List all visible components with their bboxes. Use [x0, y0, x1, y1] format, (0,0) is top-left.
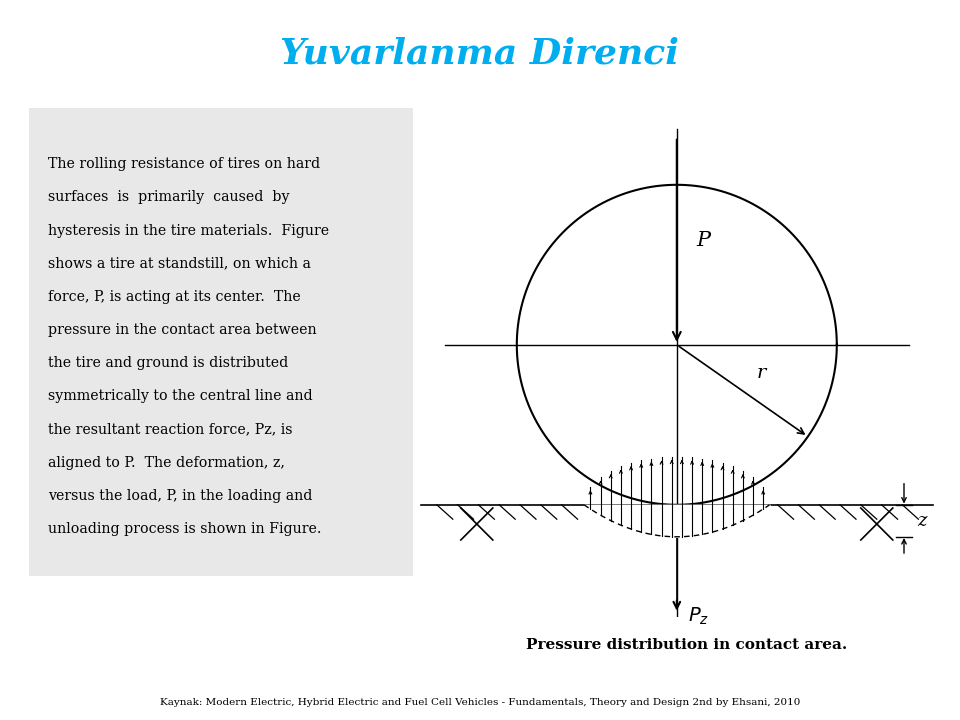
Text: $P_z$: $P_z$	[688, 606, 709, 627]
Text: symmetrically to the central line and: symmetrically to the central line and	[48, 390, 313, 403]
Text: pressure in the contact area between: pressure in the contact area between	[48, 323, 317, 337]
Text: the tire and ground is distributed: the tire and ground is distributed	[48, 356, 288, 370]
Text: Yuvarlanma Direnci: Yuvarlanma Direnci	[280, 36, 680, 70]
Text: shows a tire at standstill, on which a: shows a tire at standstill, on which a	[48, 257, 311, 271]
Text: versus the load, P, in the loading and: versus the load, P, in the loading and	[48, 489, 312, 503]
Text: force, P, is acting at its center.  The: force, P, is acting at its center. The	[48, 290, 300, 304]
Text: surfaces  is  primarily  caused  by: surfaces is primarily caused by	[48, 190, 290, 204]
Text: aligned to P.  The deformation, z,: aligned to P. The deformation, z,	[48, 456, 285, 470]
Text: unloading process is shown in Figure.: unloading process is shown in Figure.	[48, 522, 322, 536]
Text: r: r	[756, 364, 765, 382]
Text: hysteresis in the tire materials.  Figure: hysteresis in the tire materials. Figure	[48, 223, 329, 238]
Text: Kaynak: Modern Electric, Hybrid Electric and Fuel Cell Vehicles - Fundamentals, : Kaynak: Modern Electric, Hybrid Electric…	[159, 698, 801, 707]
Text: The rolling resistance of tires on hard: The rolling resistance of tires on hard	[48, 157, 320, 171]
Text: z: z	[917, 512, 926, 530]
Text: the resultant reaction force, Pz, is: the resultant reaction force, Pz, is	[48, 423, 293, 436]
Text: P: P	[696, 230, 710, 250]
Text: Pressure distribution in contact area.: Pressure distribution in contact area.	[526, 638, 847, 652]
